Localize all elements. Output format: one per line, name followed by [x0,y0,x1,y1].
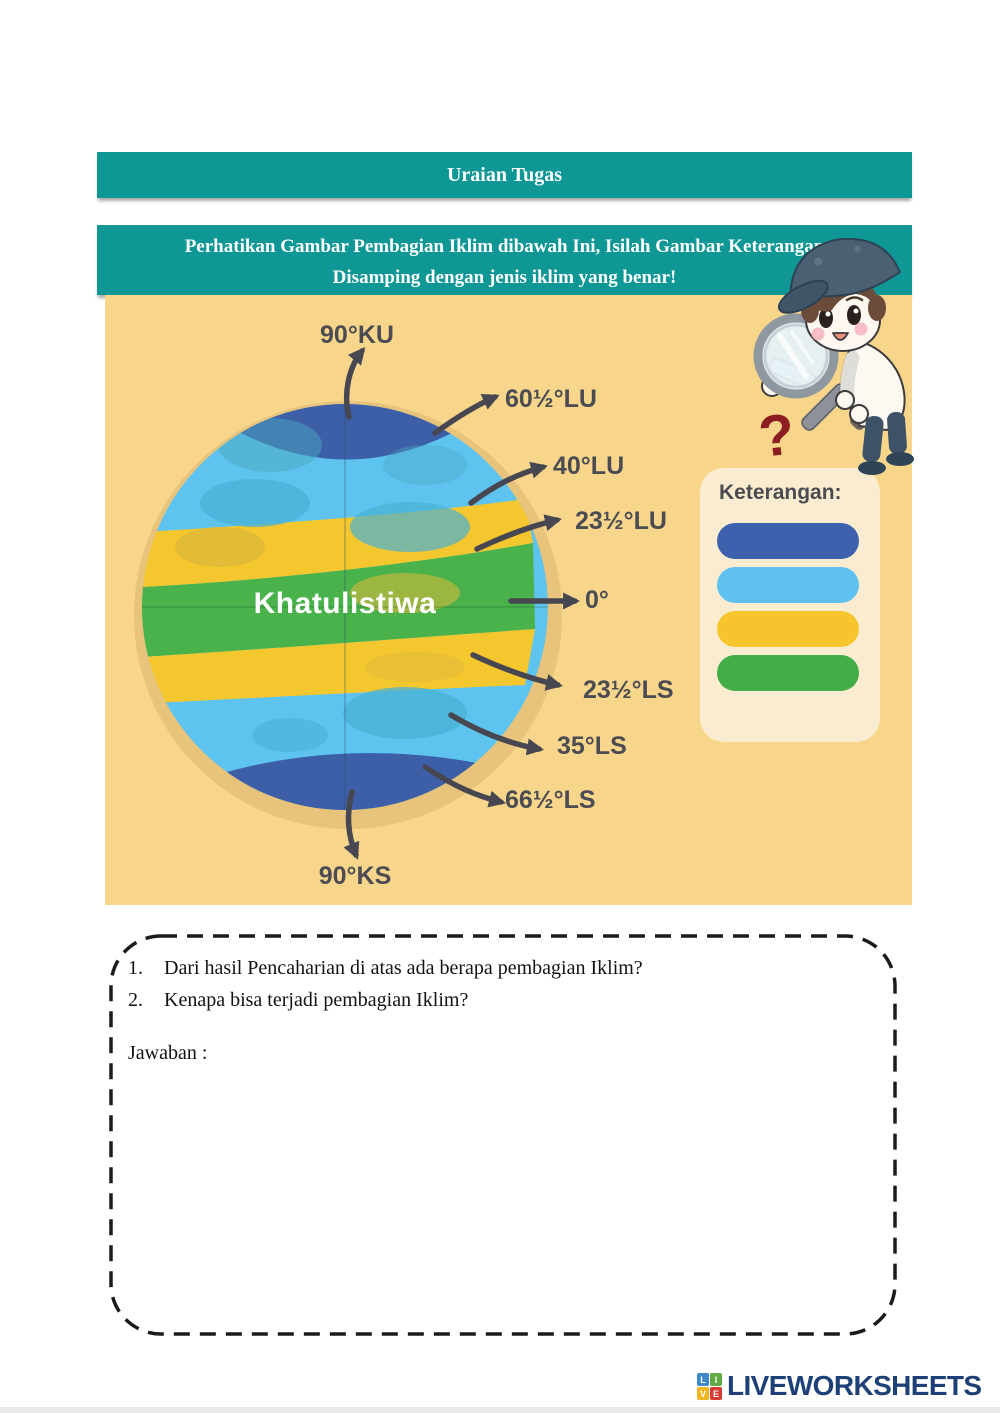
liveworksheets-logo: L I V E LIVEWORKSHEETS [696,1370,982,1402]
label-0: 0° [585,586,609,614]
title-bar: Uraian Tugas [97,152,912,198]
svg-text:I: I [715,1375,718,1385]
legend-swatch-temperate[interactable] [717,567,859,603]
label-60lu: 60½°LU [505,385,597,413]
legend-swatch-subtropic[interactable] [717,611,859,647]
question-number: 1. [128,957,143,979]
page-title: Uraian Tugas [446,164,563,186]
arrow-35ls [448,712,545,756]
answer-area[interactable] [128,1065,864,1265]
label-40lu: 40°LU [553,452,624,480]
boy-legs [858,411,914,475]
question-item-2: 2. Kenapa bisa terjadi pembagian Iklim? [128,989,864,1012]
dashed-border [109,934,897,1336]
instruction-line-1: Perhatikan Gambar Pembagian Iklim dibawa… [184,236,825,257]
question-text: Dari hasil Pencaharian di atas ada berap… [164,957,643,979]
liveworksheets-grid-icon: L I V E [697,1373,722,1400]
arrow-66ls [422,764,506,808]
boy-svg: ? [753,237,914,475]
legend-swatch-polar[interactable] [717,523,859,559]
label-90ks: 90°KS [319,862,392,890]
latitude-arrows [343,347,581,860]
boy-illustration: ? [748,228,920,486]
label-23ls: 23½°LS [583,676,674,704]
legend-title: Keterangan: [719,481,842,504]
boy-hair-cap [777,237,902,323]
question-number: 2. [128,989,143,1011]
label-35ls: 35°LS [557,732,627,760]
svg-text:V: V [700,1389,706,1399]
question-item-1: 1. Dari hasil Pencaharian di atas ada be… [128,957,864,980]
climate-diagram: Khatulistiwa 90°KU 60½°LU 40°LU 23½°LU 0… [105,295,912,905]
arrow-60lu [432,394,500,436]
question-content: 1. Dari hasil Pencaharian di atas ada be… [128,957,864,1265]
page-bottom-edge [0,1407,1000,1413]
question-text: Kenapa bisa terjadi pembagian Iklim? [164,989,469,1011]
svg-text:E: E [713,1389,719,1399]
question-mark: ? [756,401,798,469]
instruction-bar: Perhatikan Gambar Pembagian Iklim dibawa… [97,225,912,295]
answer-label: Jawaban : [128,1042,208,1064]
boy-right-arm [835,350,869,424]
question-box: 1. Dari hasil Pencaharian di atas ada be… [108,933,898,1337]
arrow-90ku [343,347,366,420]
instruction-line-2: Disamping dengan jenis iklim yang benar! [332,267,677,288]
label-66ls: 66½°LS [505,786,596,814]
legend-swatch-tropic[interactable] [717,655,859,691]
brand-name: LIVEWORKSHEETS [727,1370,982,1401]
arrow-23ls [470,652,563,691]
label-23lu: 23½°LU [575,507,667,535]
arrow-23lu [474,514,562,552]
equator-label: Khatulistiwa [254,587,437,620]
svg-text:L: L [700,1375,706,1385]
legend-panel: Keterangan: [700,468,880,742]
arrow-40lu [468,461,548,506]
label-90ku: 90°KU [320,321,394,349]
climate-diagram-svg: Khatulistiwa 90°KU 60½°LU 40°LU 23½°LU 0… [105,295,912,905]
arrow-90ks [343,789,360,860]
